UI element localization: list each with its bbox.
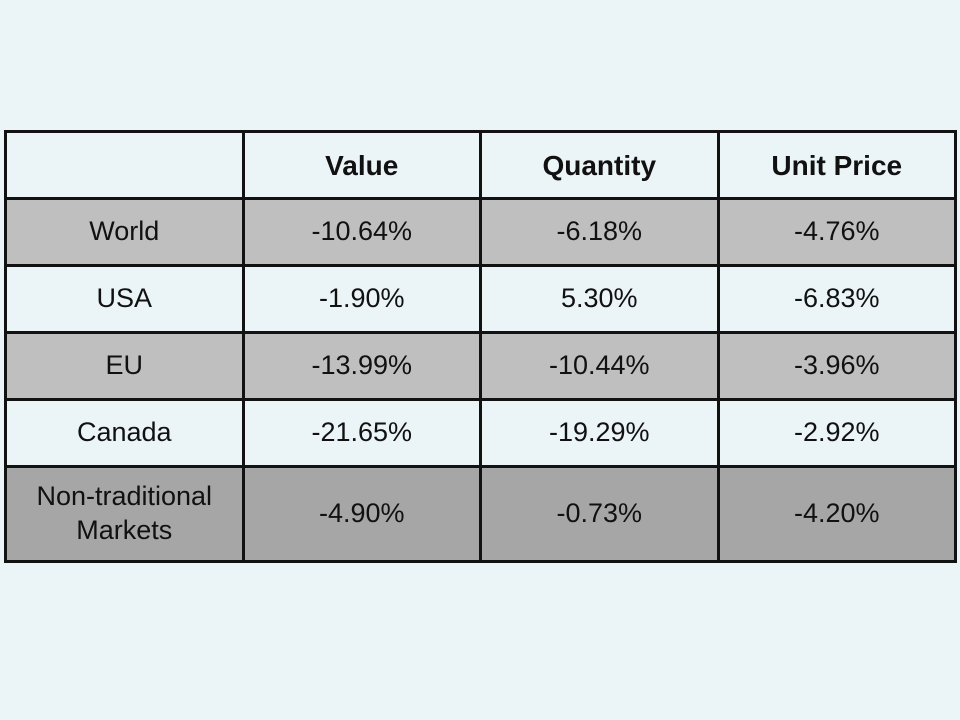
- row-label: USA: [4, 264, 245, 334]
- value-cell: -13.99%: [241, 331, 482, 401]
- value-cell: -2.92%: [716, 398, 957, 468]
- table-row: Non-traditional Markets -4.90% -0.73% -4.20…: [4, 465, 957, 563]
- row-label: EU: [4, 331, 245, 401]
- value-cell: -10.64%: [241, 197, 482, 267]
- value-cell: -1.90%: [241, 264, 482, 334]
- row-label: Non-traditional Markets: [4, 465, 245, 563]
- value-cell: -4.20%: [716, 465, 957, 563]
- header-cell-quantity: Quantity: [479, 130, 720, 200]
- table-row: Canada -21.65% -19.29% -2.92%: [4, 398, 957, 468]
- value-cell: -4.76%: [716, 197, 957, 267]
- value-cell: -10.44%: [479, 331, 720, 401]
- header-cell-empty: [4, 130, 245, 200]
- trade-change-table: Value Quantity Unit Price World -10.64% -6…: [4, 130, 957, 563]
- row-label: Canada: [4, 398, 245, 468]
- table-row: World -10.64% -6.18% -4.76%: [4, 197, 957, 267]
- header-cell-value: Value: [241, 130, 482, 200]
- value-cell: -4.90%: [241, 465, 482, 563]
- value-cell: -19.29%: [479, 398, 720, 468]
- value-cell: -3.96%: [716, 331, 957, 401]
- table-row: USA -1.90% 5.30% -6.83%: [4, 264, 957, 334]
- header-row: Value Quantity Unit Price: [4, 130, 957, 200]
- table-row: EU -13.99% -10.44% -3.96%: [4, 331, 957, 401]
- value-cell: -6.18%: [479, 197, 720, 267]
- value-cell: -0.73%: [479, 465, 720, 563]
- value-cell: -21.65%: [241, 398, 482, 468]
- row-label: World: [4, 197, 245, 267]
- header-cell-unit-price: Unit Price: [716, 130, 957, 200]
- value-cell: 5.30%: [479, 264, 720, 334]
- value-cell: -6.83%: [716, 264, 957, 334]
